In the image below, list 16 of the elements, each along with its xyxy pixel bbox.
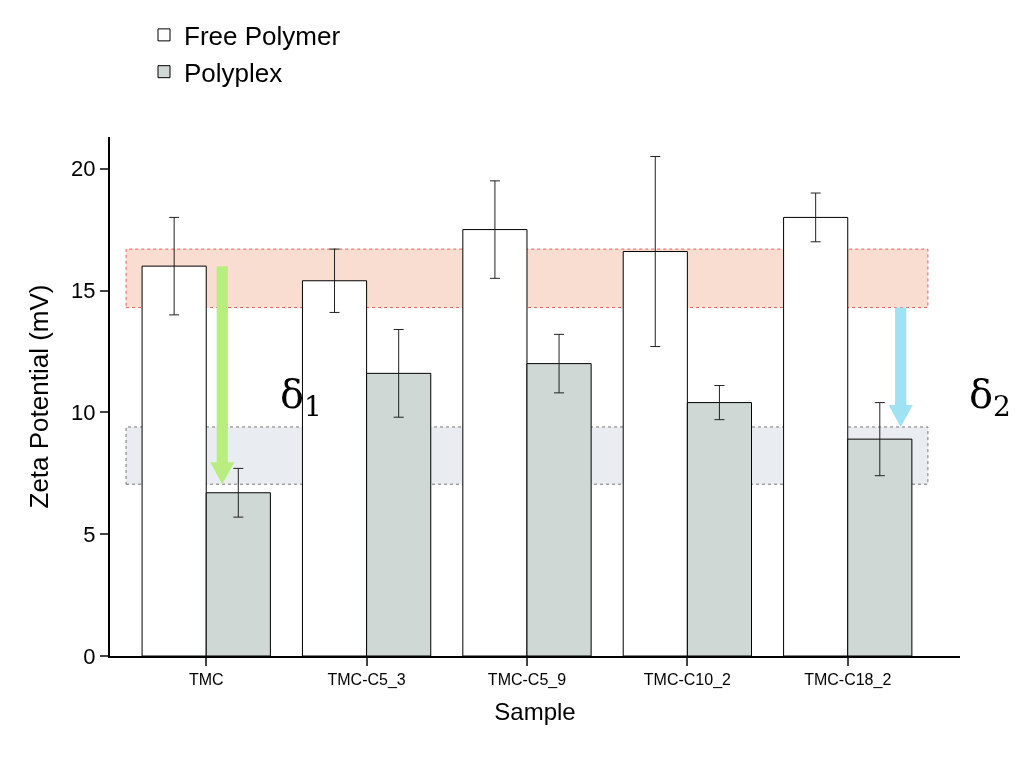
- text: δ$_{2}$: [969, 371, 1011, 424]
- y-tick-label: 0: [83, 643, 96, 669]
- x-tick-label: TMC-C5_9: [487, 671, 567, 690]
- x-tick-label: TMC-C5_3: [327, 671, 406, 690]
- legend-label: Polyplex: [184, 57, 283, 88]
- y-tick-label: 20: [71, 156, 96, 182]
- x-axis-title: Sample: [494, 698, 576, 725]
- x-tick-label: TMC-C10_2: [643, 671, 732, 690]
- y-axis-title: Zeta Potential (mV): [24, 284, 55, 509]
- x-tick-label: TMC-C18_2: [804, 671, 892, 690]
- legend-label: Free Polymer: [184, 21, 341, 52]
- y-tick-label: 15: [71, 278, 96, 304]
- y-tick-label: 5: [83, 521, 96, 547]
- x-tick-label: TMC: [188, 671, 224, 689]
- y-tick-label: 10: [71, 400, 96, 426]
- annotation: δ$_{1}$: [280, 371, 322, 424]
